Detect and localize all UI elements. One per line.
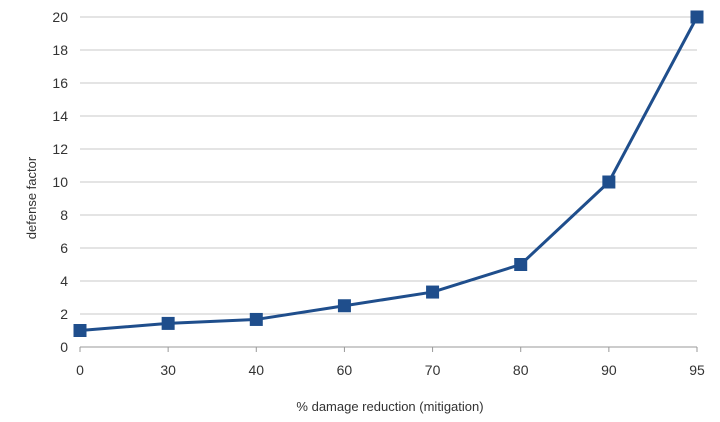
x-tick-label: 90 <box>601 362 617 378</box>
y-tick-label: 2 <box>60 306 68 322</box>
y-axis-ticks: 0 2 4 6 8 10 12 14 16 18 20 <box>52 9 68 355</box>
x-tick-label: 70 <box>425 362 441 378</box>
y-tick-label: 20 <box>52 9 68 25</box>
x-tick-label: 60 <box>337 362 353 378</box>
y-tick-label: 6 <box>60 240 68 256</box>
y-tick-label: 0 <box>60 339 68 355</box>
data-point <box>73 324 87 337</box>
data-point <box>514 258 528 271</box>
series-line <box>79 16 699 332</box>
data-point <box>690 10 704 24</box>
x-tick-label: 0 <box>76 362 84 378</box>
data-point <box>161 316 175 330</box>
x-tick-label: 40 <box>248 362 264 378</box>
x-axis-label: % damage reduction (mitigation) <box>296 399 483 414</box>
y-tick-label: 8 <box>60 207 68 223</box>
x-axis-ticks: 0 30 40 60 70 80 90 95 <box>76 347 705 378</box>
y-tick-label: 16 <box>52 75 68 91</box>
y-tick-label: 18 <box>52 42 68 58</box>
y-tick-label: 12 <box>52 141 68 157</box>
y-tick-label: 4 <box>60 273 68 289</box>
data-point <box>602 175 616 189</box>
y-tick-label: 14 <box>52 108 68 124</box>
x-tick-label: 30 <box>160 362 176 378</box>
data-point <box>337 299 351 313</box>
data-point <box>426 285 440 299</box>
x-tick-label: 80 <box>513 362 529 378</box>
y-tick-label: 10 <box>52 174 68 190</box>
data-points <box>73 10 704 337</box>
gridlines <box>80 16 697 348</box>
data-point <box>249 312 263 326</box>
x-tick-label: 95 <box>689 362 705 378</box>
y-axis-label: defense factor <box>24 156 39 239</box>
